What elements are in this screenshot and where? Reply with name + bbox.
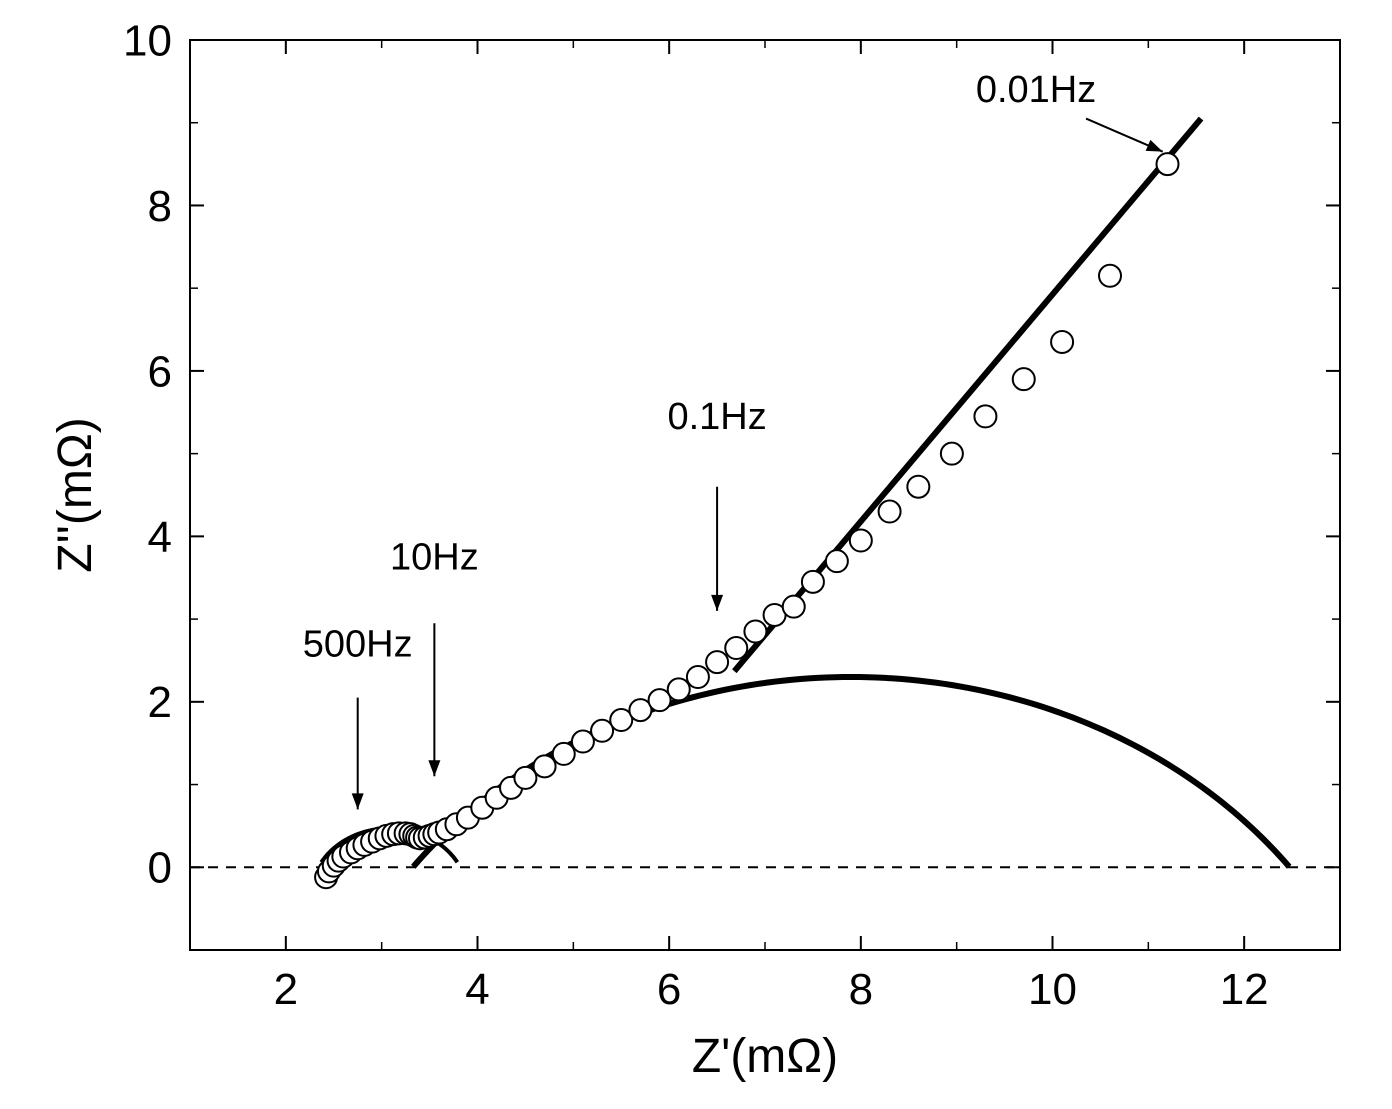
y-tick-label: 4 xyxy=(148,513,172,562)
arrow-head-icon xyxy=(1146,140,1163,152)
x-tick-label: 10 xyxy=(1028,965,1077,1014)
annotation-label: 0.1Hz xyxy=(667,396,766,438)
x-tick-label: 8 xyxy=(849,965,873,1014)
data-point xyxy=(1051,331,1073,353)
arrow-head-icon xyxy=(711,595,723,611)
data-point xyxy=(783,596,805,618)
arrow-head-icon xyxy=(352,793,364,809)
arrow-head-icon xyxy=(428,760,440,776)
data-point xyxy=(974,405,996,427)
data-point xyxy=(907,476,929,498)
annotation-label: 0.01Hz xyxy=(976,69,1096,111)
data-point xyxy=(668,678,690,700)
nyquist-plot: { "canvas": { "width": 1392, "height": 1… xyxy=(0,0,1392,1109)
data-point xyxy=(826,550,848,572)
plot-frame xyxy=(190,40,1340,950)
data-point xyxy=(1099,265,1121,287)
data-point xyxy=(687,666,709,688)
x-tick-label: 6 xyxy=(657,965,681,1014)
annotation-label: 500Hz xyxy=(303,623,413,665)
data-point xyxy=(534,755,556,777)
data-point xyxy=(1157,153,1179,175)
data-point xyxy=(553,743,575,765)
y-axis-title: Z''(mΩ) xyxy=(49,417,102,572)
y-tick-label: 0 xyxy=(148,844,172,893)
data-point xyxy=(1013,368,1035,390)
y-tick-label: 8 xyxy=(148,182,172,231)
data-point xyxy=(514,767,536,789)
data-point xyxy=(941,443,963,465)
y-tick-label: 6 xyxy=(148,347,172,396)
data-point xyxy=(744,621,766,643)
y-tick-label: 2 xyxy=(148,678,172,727)
y-tick-label: 10 xyxy=(123,16,172,65)
x-axis-title: Z'(mΩ) xyxy=(692,1030,838,1083)
data-point xyxy=(879,501,901,523)
x-tick-label: 4 xyxy=(465,965,489,1014)
data-point xyxy=(725,637,747,659)
data-point xyxy=(850,530,872,552)
x-tick-label: 2 xyxy=(274,965,298,1014)
data-point xyxy=(706,651,728,673)
data-point xyxy=(802,571,824,593)
annotation-label: 10Hz xyxy=(390,536,479,578)
x-tick-label: 12 xyxy=(1220,965,1269,1014)
chart-svg: 2 4 6 8 10 12 0 2 4 6 8 10 500Hz 10Hz 0.1Hz 0.01Hz Z'(mΩ… xyxy=(0,0,1392,1109)
